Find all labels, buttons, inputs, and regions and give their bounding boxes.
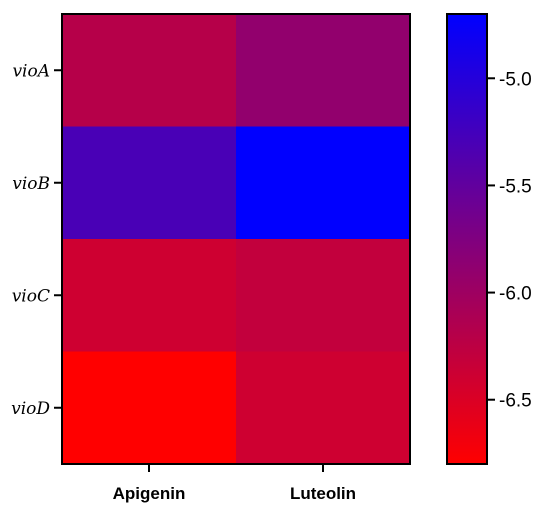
row-label-vioA: vioA	[12, 61, 50, 81]
colorbar-tick-label: -6.5	[499, 391, 532, 412]
heatmap-cell-vioA-Luteolin	[236, 14, 411, 127]
column-label-Apigenin: Apigenin	[113, 484, 186, 503]
heatmap-cell-vioB-Apigenin	[62, 126, 237, 240]
row-label-vioB: vioB	[12, 174, 50, 194]
heatmap-cell-vioD-Apigenin	[62, 351, 237, 465]
plot-frame	[61, 13, 411, 465]
row-label-vioC: vioC	[12, 286, 50, 306]
row-axis: vioA vioB vioC vioD	[11, 61, 62, 419]
heatmap-cell-vioB-Luteolin	[236, 126, 411, 240]
colorbar	[446, 13, 488, 465]
row-label-vioD: vioD	[11, 399, 50, 419]
colorbar-tick-label: -6.0	[499, 284, 532, 305]
colorbar-tick-label: -5.0	[499, 69, 532, 90]
column-label-Luteolin: Luteolin	[290, 484, 356, 503]
heatmap-cell-vioC-Luteolin	[236, 239, 411, 352]
heatmap-cell-vioA-Apigenin	[62, 14, 237, 127]
heatmap-cells	[62, 14, 411, 465]
colorbar-axis: -5.0 -5.5 -6.0 -6.5	[487, 69, 532, 412]
colorbar-tick-label: -5.5	[499, 176, 532, 197]
heatmap-cell-vioD-Luteolin	[236, 351, 411, 465]
column-axis: Apigenin Luteolin	[113, 464, 356, 503]
heatmap-cell-vioC-Apigenin	[62, 239, 237, 352]
